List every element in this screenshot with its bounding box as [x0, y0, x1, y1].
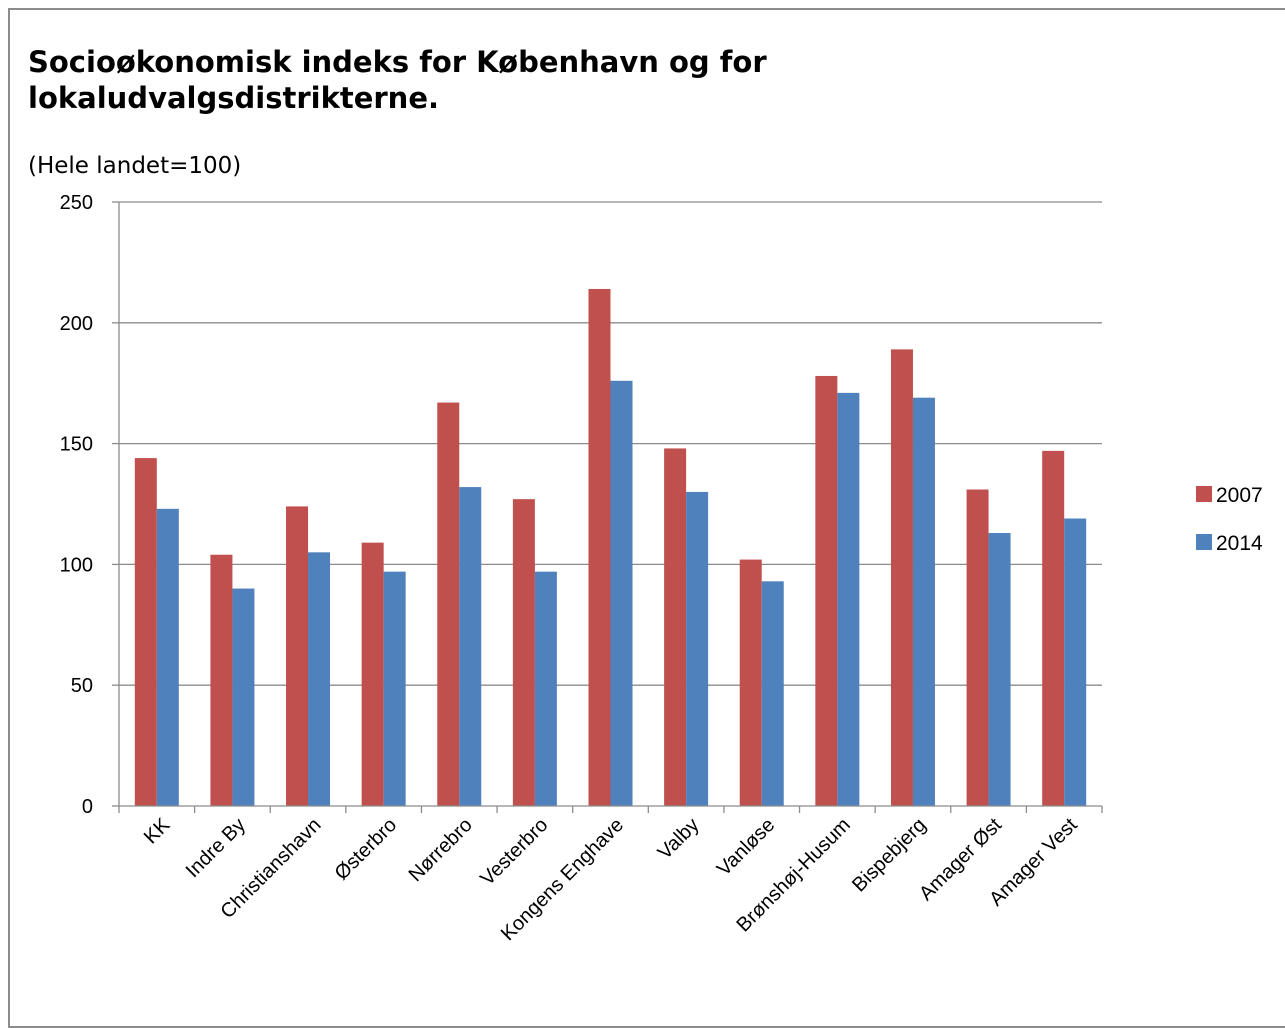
bar-2007: [513, 499, 535, 806]
x-tick-label: Valby: [654, 814, 704, 864]
y-tick-label: 250: [60, 192, 93, 214]
bars: [135, 289, 1086, 806]
x-tick-label: Indre By: [182, 814, 250, 882]
bar-2007: [589, 289, 611, 806]
bar-2014: [157, 509, 179, 806]
x-tick-label: Vesterbro: [476, 814, 552, 890]
bar-2014: [686, 492, 708, 806]
bar-2014: [308, 552, 330, 806]
bar-2007: [891, 349, 913, 806]
y-tick-label: 200: [60, 313, 93, 335]
legend-swatch-2007: [1196, 486, 1212, 502]
bar-2014: [535, 572, 557, 806]
bar-2007: [135, 458, 157, 806]
bar-2014: [459, 487, 481, 806]
bar-2014: [611, 381, 633, 806]
y-tick-label: 50: [71, 675, 93, 697]
bar-2014: [837, 393, 859, 806]
legend-label-2014: 2014: [1216, 532, 1263, 555]
x-tick-label: Østerbro: [331, 814, 402, 885]
bar-2007: [664, 448, 686, 806]
y-tick-label: 100: [60, 554, 93, 576]
bar-2007: [967, 490, 989, 806]
bar-2014: [989, 533, 1011, 806]
bar-2007: [740, 560, 762, 806]
bar-2007: [815, 376, 837, 806]
y-tick-label: 0: [82, 796, 93, 818]
bar-2007: [362, 543, 384, 806]
bar-2014: [913, 398, 935, 806]
x-tick-label: Bispebjerg: [848, 814, 930, 896]
legend: 2007 2014: [1196, 484, 1263, 555]
bar-2007: [286, 506, 308, 806]
bar-2014: [232, 589, 254, 806]
legend-label-2007: 2007: [1216, 484, 1263, 507]
bar-2014: [762, 581, 784, 806]
bar-2007: [210, 555, 232, 806]
x-tick-label: KK: [140, 814, 175, 849]
bar-2014: [1064, 518, 1086, 806]
x-tick-label: Nørrebro: [405, 814, 477, 886]
y-tick-label: 150: [60, 434, 93, 456]
bar-2014: [384, 572, 406, 806]
legend-swatch-2014: [1196, 534, 1212, 550]
bar-2007: [437, 403, 459, 806]
x-tick-label: Vanløse: [713, 814, 779, 880]
bar-2007: [1042, 451, 1064, 806]
